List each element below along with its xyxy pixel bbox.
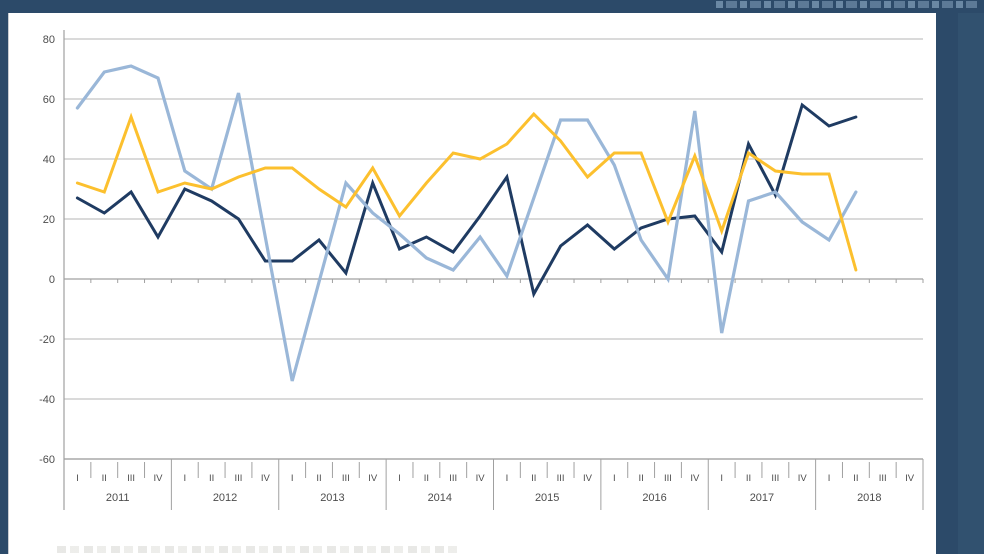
y-axis-tick-label: 20 xyxy=(43,214,55,226)
chart-card: 80 60 40 20 0 -20 -40 -60 I II III IV 2011 I II III IV 20… xyxy=(8,13,937,554)
quarter-label: II xyxy=(746,473,751,484)
quarter-label: IV xyxy=(261,473,271,484)
year-label: 2018 xyxy=(857,492,881,504)
quarter-label: I xyxy=(720,473,723,484)
quarter-label: IV xyxy=(905,473,915,484)
light-blue-series-line xyxy=(75,64,858,382)
dark-blue-series-line xyxy=(75,102,858,299)
quarter-label: II xyxy=(316,473,321,484)
year-label: 2015 xyxy=(535,492,559,504)
y-axis-tick-label: -20 xyxy=(39,334,55,346)
year-label: 2016 xyxy=(642,492,666,504)
quarter-label: III xyxy=(449,473,457,484)
legend-cutoff-text-fragment xyxy=(57,546,457,553)
y-axis-tick-label: 0 xyxy=(49,274,55,286)
top-banner xyxy=(0,0,984,13)
year-label: 2011 xyxy=(106,492,130,504)
quarter-label: I xyxy=(398,473,401,484)
quarter-label: I xyxy=(828,473,831,484)
orange-series-line xyxy=(75,111,858,272)
quarter-label: III xyxy=(127,473,135,484)
year-label: 2017 xyxy=(750,492,774,504)
quarter-label: III xyxy=(342,473,350,484)
year-label: 2014 xyxy=(428,492,452,504)
quarter-label: III xyxy=(879,473,887,484)
quarter-label: II xyxy=(424,473,429,484)
quarter-label: IV xyxy=(368,473,378,484)
quarter-label: III xyxy=(771,473,779,484)
y-axis-tick-label: 40 xyxy=(43,154,55,166)
quarter-label: III xyxy=(235,473,243,484)
right-page-band xyxy=(936,13,984,554)
quarter-label: II xyxy=(102,473,107,484)
quarter-label: I xyxy=(613,473,616,484)
y-axis-tick-label: 60 xyxy=(43,94,55,106)
y-axis-tick-label: -60 xyxy=(39,454,55,466)
quarter-label: II xyxy=(853,473,858,484)
year-label: 2013 xyxy=(320,492,344,504)
quarter-label: II xyxy=(531,473,536,484)
y-axis-tick-label: 80 xyxy=(43,34,55,46)
right-page-band-inner xyxy=(958,13,984,554)
quarter-label: I xyxy=(291,473,294,484)
quarter-label: IV xyxy=(153,473,163,484)
quarter-label: II xyxy=(639,473,644,484)
quarter-label: III xyxy=(557,473,565,484)
quarter-label: II xyxy=(209,473,214,484)
year-label: 2012 xyxy=(213,492,237,504)
quarter-label: I xyxy=(506,473,509,484)
quarter-label: III xyxy=(664,473,672,484)
quarter-label: IV xyxy=(583,473,593,484)
y-axis-tick-label: -40 xyxy=(39,394,55,406)
quarter-label: I xyxy=(183,473,186,484)
quarter-label: IV xyxy=(798,473,808,484)
quarter-label: I xyxy=(76,473,79,484)
quarter-label: IV xyxy=(476,473,486,484)
banner-cutoff-text-fragment xyxy=(716,1,978,8)
quarter-label: IV xyxy=(690,473,700,484)
